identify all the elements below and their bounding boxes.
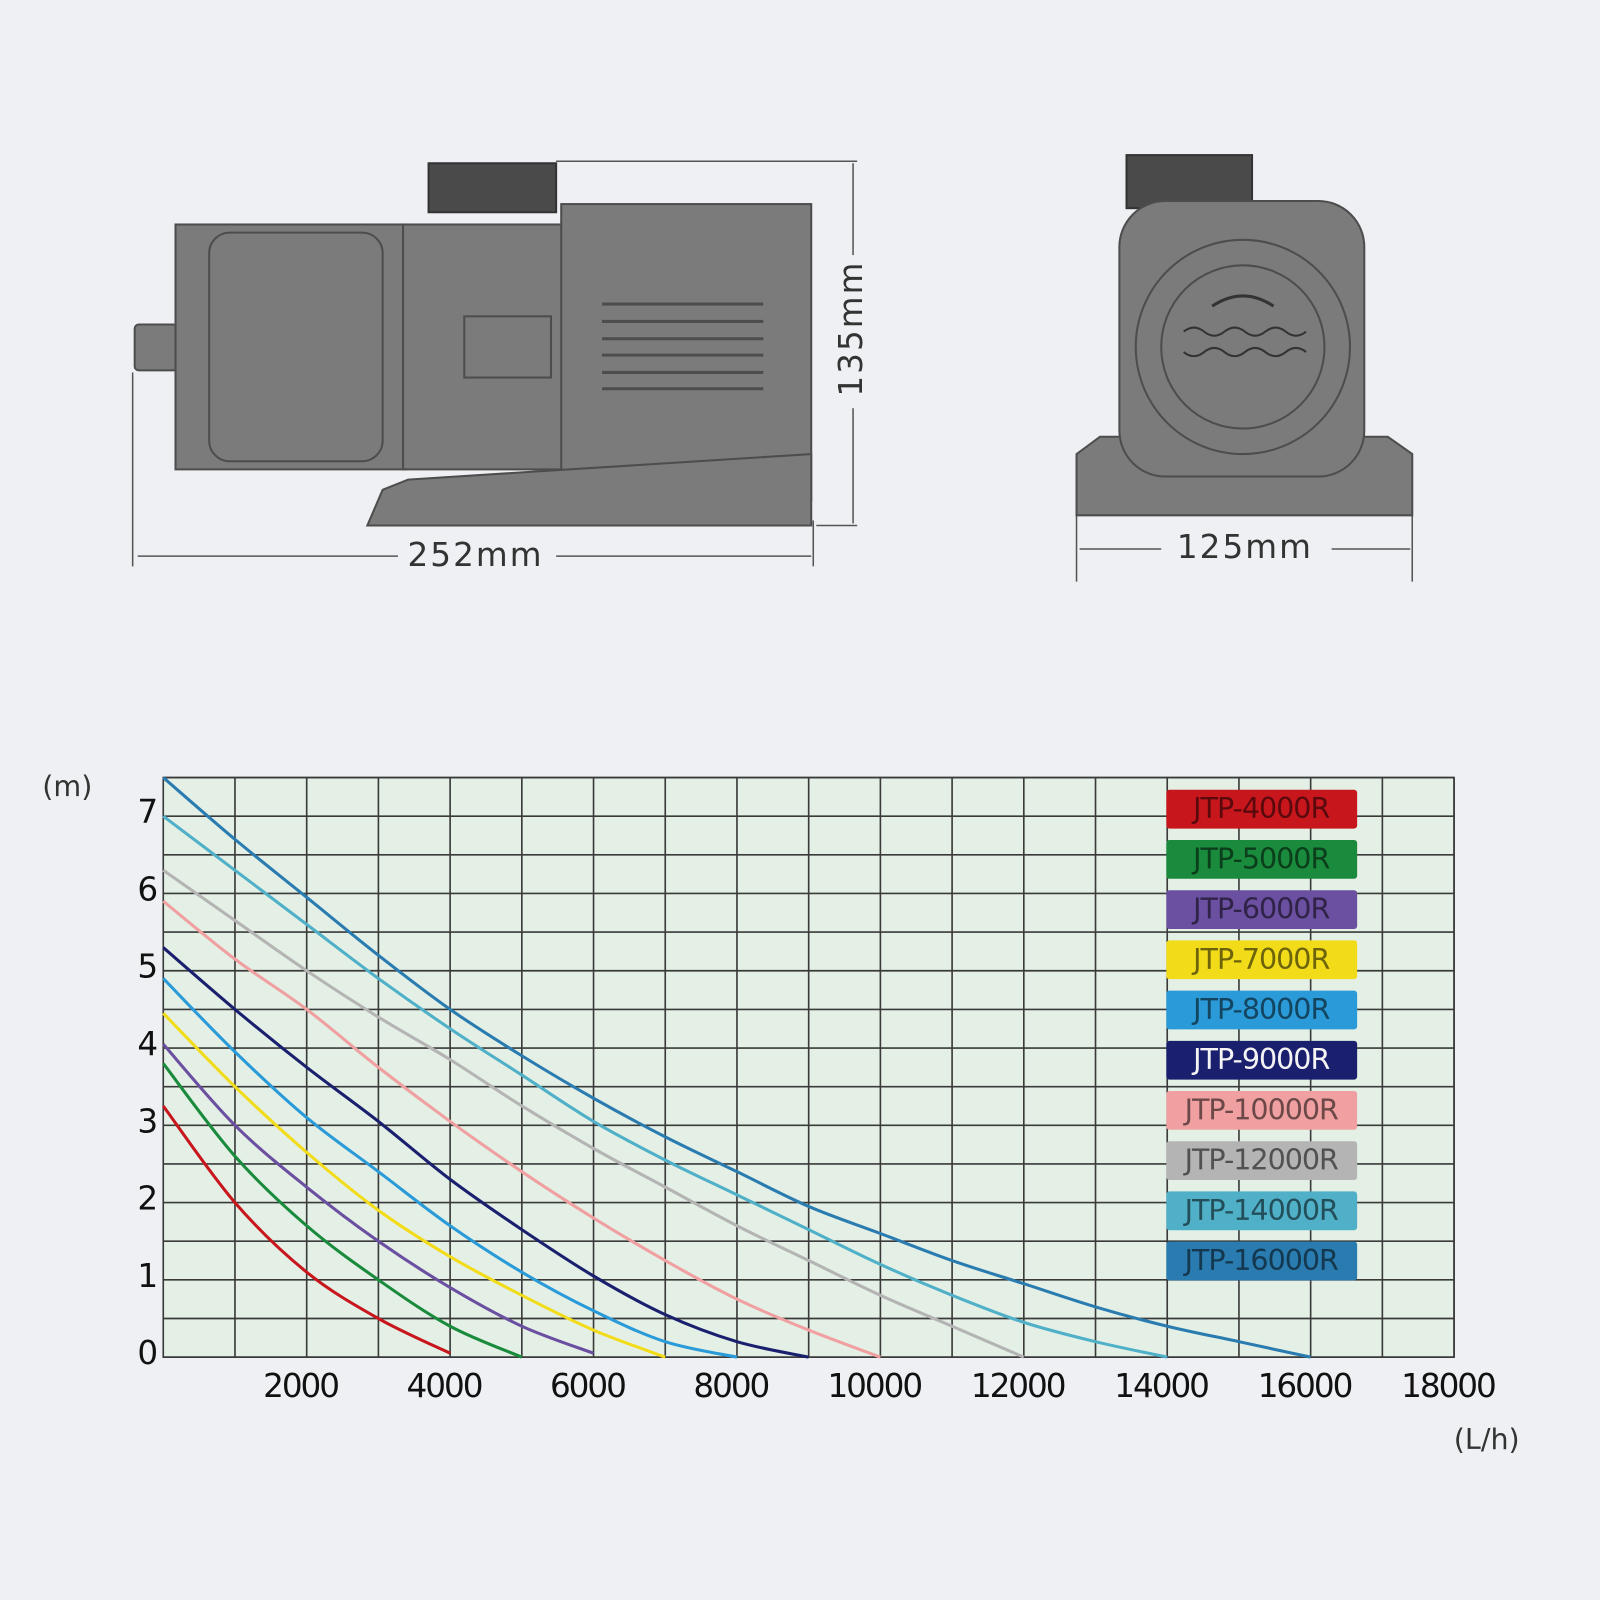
legend-swatch bbox=[1166, 990, 1358, 1030]
x-tick-label: 4000 bbox=[407, 1367, 482, 1405]
pump-side-view bbox=[133, 162, 813, 527]
legend-label: JTP-14000R bbox=[1183, 1193, 1339, 1227]
series-line bbox=[162, 814, 1168, 1359]
y-tick-label: 6 bbox=[137, 870, 156, 908]
legend-label: JTP-4000R bbox=[1191, 791, 1330, 825]
x-tick-label: 6000 bbox=[550, 1367, 625, 1405]
series-line bbox=[162, 776, 1311, 1359]
x-axis-label: (L/h) bbox=[1454, 1422, 1520, 1456]
x-tick-label: 12000 bbox=[971, 1367, 1065, 1405]
y-tick-label: 7 bbox=[137, 793, 156, 831]
series-line bbox=[162, 1043, 595, 1355]
length-label: 252mm bbox=[407, 536, 543, 574]
legend-swatch bbox=[1166, 1141, 1358, 1180]
y-tick-label: 0 bbox=[137, 1334, 156, 1372]
legend-swatch bbox=[1166, 1241, 1358, 1281]
y-tick-label: 2 bbox=[137, 1180, 156, 1218]
series-line bbox=[162, 1105, 451, 1355]
legend-swatch bbox=[1166, 940, 1358, 980]
legend-label: JTP-7000R bbox=[1191, 942, 1330, 976]
legend-label: JTP-9000R bbox=[1191, 1042, 1330, 1076]
height-label: 135mm bbox=[832, 261, 870, 397]
series-line bbox=[162, 1062, 523, 1359]
y-tick-label: 3 bbox=[137, 1102, 156, 1140]
y-tick-label: 1 bbox=[137, 1257, 156, 1295]
series-line bbox=[162, 900, 881, 1359]
legend-swatch bbox=[1166, 1191, 1358, 1231]
legend-label: JTP-10000R bbox=[1183, 1092, 1339, 1126]
legend-swatch bbox=[1166, 1040, 1358, 1080]
legend-label: JTP-8000R bbox=[1191, 992, 1330, 1026]
legend-swatch bbox=[1166, 789, 1358, 829]
chart: 2000 4000 6000 8000 10000 12000 14000 16000 1800… bbox=[42, 769, 1519, 1456]
series-line bbox=[162, 977, 738, 1359]
legend-swatch bbox=[1166, 890, 1358, 929]
y-axis-label: (m) bbox=[42, 769, 92, 803]
x-tick-label: 18000 bbox=[1401, 1367, 1495, 1405]
x-tick-label: 16000 bbox=[1258, 1367, 1352, 1405]
legend-label: JTP-16000R bbox=[1183, 1243, 1339, 1277]
pump-front-view bbox=[1075, 154, 1414, 517]
x-tick-label: 8000 bbox=[693, 1367, 768, 1405]
width-label: 125mm bbox=[1177, 528, 1313, 566]
dimension-lines bbox=[131, 160, 1414, 582]
series-line bbox=[162, 946, 809, 1359]
series-line bbox=[162, 869, 1025, 1359]
x-tick-label: 10000 bbox=[827, 1367, 921, 1405]
x-tick-label: 2000 bbox=[263, 1367, 338, 1405]
series-line bbox=[162, 1012, 666, 1359]
legend-label: JTP-12000R bbox=[1183, 1143, 1339, 1177]
legend-swatch bbox=[1166, 840, 1358, 879]
x-tick-label: 14000 bbox=[1114, 1367, 1208, 1405]
legend-swatch bbox=[1166, 1091, 1358, 1130]
legend-label: JTP-5000R bbox=[1191, 841, 1330, 875]
legend-label: JTP-6000R bbox=[1191, 892, 1330, 926]
y-tick-label: 4 bbox=[137, 1025, 156, 1063]
y-tick-label: 5 bbox=[137, 948, 156, 986]
